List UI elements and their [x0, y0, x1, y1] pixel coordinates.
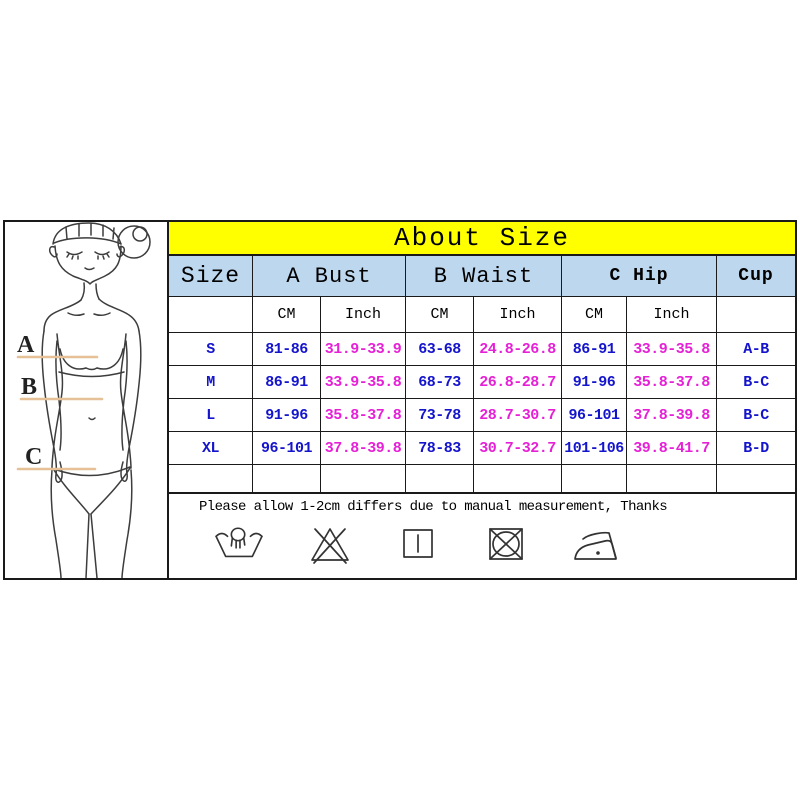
do-not-tumble-dry-icon [489, 528, 523, 560]
figure-label-bust: A [17, 332, 35, 358]
waist-inch-value: 24.8-26.8 [474, 333, 562, 365]
body-figure-illustration: A B C [16, 222, 151, 578]
size-table: About Size Size A Bust B Waist C Hip Cup… [169, 222, 795, 578]
table-row: S 81-86 31.9-33.9 63-68 24.8-26.8 86-91 … [169, 333, 795, 366]
empty-cell [321, 465, 406, 492]
table-row: L 91-96 35.8-37.8 73-78 28.7-30.7 96-101… [169, 399, 795, 432]
hip-cm-value: 91-96 [562, 366, 627, 398]
header-hip: C Hip [562, 256, 717, 296]
table-title: About Size [169, 222, 795, 256]
hip-cm-value: 96-101 [562, 399, 627, 431]
figure-label-hip: C [25, 444, 42, 470]
waist-cm-value: 78-83 [406, 432, 474, 464]
units-bust-cm: CM [253, 297, 321, 332]
body-figure-cell: A B C [5, 222, 169, 578]
empty-cell [717, 465, 795, 492]
waist-inch-value: 26.8-28.7 [474, 366, 562, 398]
bust-inch-value: 37.8-39.8 [321, 432, 406, 464]
cup-value: A-B [743, 340, 769, 358]
units-waist-inch: Inch [474, 297, 562, 332]
measurement-note: Please allow 1-2cm differs due to manual… [199, 499, 668, 515]
table-row: XL 96-101 37.8-39.8 78-83 30.7-32.7 101-… [169, 432, 795, 465]
units-size-cell [169, 297, 253, 332]
cup-value: B-D [743, 439, 769, 457]
hip-inch-value: 39.8-41.7 [627, 432, 717, 464]
empty-cell [406, 465, 474, 492]
hip-cm-value: 101-106 [562, 432, 627, 464]
hip-inch-value: 35.8-37.8 [627, 366, 717, 398]
care-icons-row [213, 523, 621, 565]
units-bust-inch: Inch [321, 297, 406, 332]
units-hip-inch: Inch [627, 297, 717, 332]
bust-inch-value: 33.9-35.8 [321, 366, 406, 398]
bust-cm-value: 96-101 [253, 432, 321, 464]
waist-cm-value: 68-73 [406, 366, 474, 398]
waist-cm-value: 63-68 [406, 333, 474, 365]
iron-icon [574, 531, 617, 560]
waist-cm-value: 73-78 [406, 399, 474, 431]
empty-cell [562, 465, 627, 492]
hand-wash-icon [215, 527, 263, 558]
bust-cm-value: 81-86 [253, 333, 321, 365]
empty-cell [627, 465, 717, 492]
bust-cm-value: 86-91 [253, 366, 321, 398]
footer-area: Please allow 1-2cm differs due to manual… [169, 494, 795, 578]
drip-dry-icon [403, 529, 433, 558]
waist-inch-value: 28.7-30.7 [474, 399, 562, 431]
header-waist: B Waist [406, 256, 562, 296]
cup-value: B-C [743, 406, 769, 424]
size-chart-sheet: A B C About Size Size A Bust B Waist C H… [3, 220, 797, 580]
size-value: XL [169, 432, 253, 464]
units-waist-cm: CM [406, 297, 474, 332]
table-row: M 86-91 33.9-35.8 68-73 26.8-28.7 91-96 … [169, 366, 795, 399]
empty-cell [169, 465, 253, 492]
header-cup: Cup [738, 266, 774, 286]
hip-cm-value: 86-91 [562, 333, 627, 365]
bust-inch-value: 35.8-37.8 [321, 399, 406, 431]
empty-cell [253, 465, 321, 492]
size-value: S [169, 333, 253, 365]
units-hip-cm: CM [562, 297, 627, 332]
header-bust: A Bust [253, 256, 406, 296]
figure-label-waist: B [21, 374, 37, 400]
cup-value: B-C [743, 373, 769, 391]
bust-inch-value: 31.9-33.9 [321, 333, 406, 365]
bust-cm-value: 91-96 [253, 399, 321, 431]
empty-cell [474, 465, 562, 492]
table-units-row: CM Inch CM Inch CM Inch [169, 297, 795, 333]
size-value: L [169, 399, 253, 431]
units-cup-cell [717, 297, 795, 332]
do-not-bleach-icon [311, 528, 349, 564]
empty-row [169, 465, 795, 494]
hip-inch-value: 33.9-35.8 [627, 333, 717, 365]
hip-inch-value: 37.8-39.8 [627, 399, 717, 431]
header-size: Size [169, 256, 253, 296]
table-header-row: Size A Bust B Waist C Hip Cup [169, 256, 795, 297]
size-value: M [169, 366, 253, 398]
waist-inch-value: 30.7-32.7 [474, 432, 562, 464]
